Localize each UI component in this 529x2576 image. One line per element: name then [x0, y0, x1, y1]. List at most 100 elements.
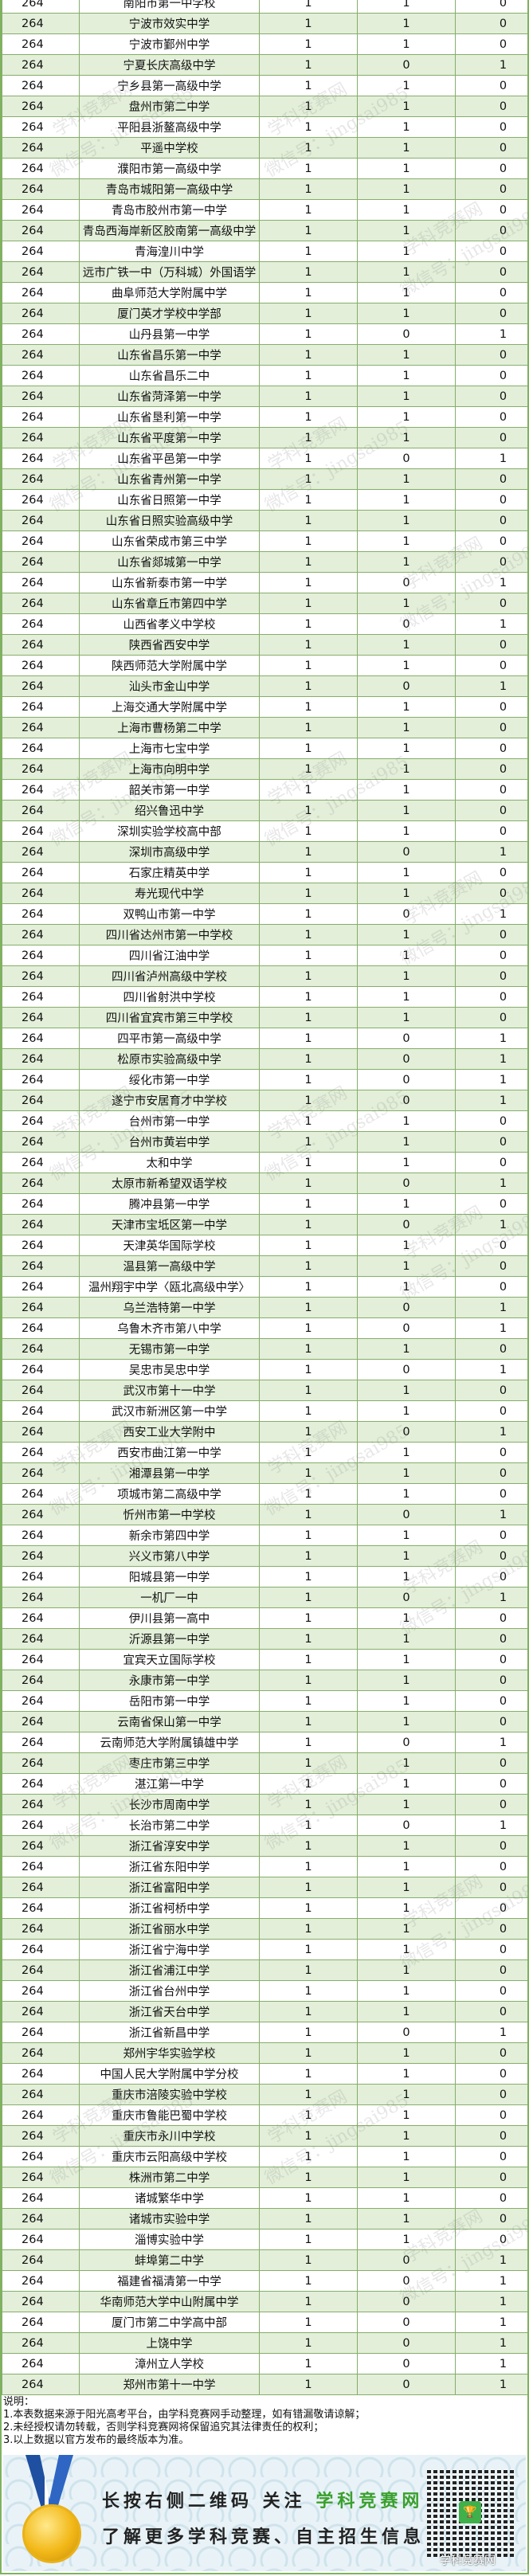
table-row: 264 四川省泸州高级中学校 1 1 0 [2, 965, 527, 987]
cell-c2: 1 [455, 572, 527, 593]
table-row: 264 上饶中学 1 0 1 [2, 2332, 527, 2354]
cell-name: 忻州市第一中学校 [79, 1504, 260, 1525]
cell-c2: 0 [455, 530, 527, 552]
cell-c2: 0 [455, 33, 527, 55]
cell-rank: 264 [2, 1959, 80, 1981]
cell-name: 山东省日照实验高级中学 [79, 510, 260, 531]
cell-c1: 1 [357, 883, 456, 904]
cell-rank: 264 [2, 2042, 80, 2064]
banner-prefix: 长按右侧二维码 关注 [102, 2492, 316, 2511]
table-row: 264 山东省菏泽第一中学 1 1 0 [2, 386, 527, 407]
cell-rank: 264 [2, 1587, 80, 1608]
cell-total: 1 [259, 282, 358, 303]
cell-name: 西安市曲江第一中学 [79, 1442, 260, 1463]
trophy-icon: 🏆 [459, 2501, 481, 2523]
table-row: 264 山东省章丘市第四中学 1 1 0 [2, 593, 527, 614]
table-row: 264 武汉市新洲区第一中学 1 1 0 [2, 1400, 527, 1422]
cell-rank: 264 [2, 303, 80, 324]
cell-c1: 1 [357, 1483, 456, 1505]
cell-total: 1 [259, 1897, 358, 1919]
cell-name: 武汉市第十一中学 [79, 1380, 260, 1401]
table-row: 264 山东省垦利第一中学 1 1 0 [2, 406, 527, 428]
cell-c1: 1 [357, 2084, 456, 2105]
cell-c1: 0 [357, 2249, 456, 2271]
cell-total: 1 [259, 448, 358, 469]
cell-rank: 264 [2, 1069, 80, 1090]
table-row: 264 四川省宜宾市第三中学校 1 1 0 [2, 1007, 527, 1028]
cell-rank: 264 [2, 1380, 80, 1401]
cell-name: 新余市第四中学 [79, 1525, 260, 1546]
cell-rank: 264 [2, 965, 80, 987]
table-row: 264 南阳市第一中学校 1 1 0 [2, 0, 527, 14]
cell-c1: 0 [357, 1317, 456, 1339]
cell-name: 绍兴鲁迅中学 [79, 800, 260, 821]
cell-c2: 0 [455, 261, 527, 283]
table-row: 264 山东省昌乐第一中学 1 1 0 [2, 344, 527, 366]
cell-c1: 1 [357, 634, 456, 656]
cell-c2: 0 [455, 116, 527, 138]
cell-c1: 0 [357, 1214, 456, 1235]
cell-c1: 1 [357, 1835, 456, 1857]
cell-c1: 1 [357, 1939, 456, 1960]
cell-c1: 1 [357, 717, 456, 738]
cell-c2: 0 [455, 489, 527, 511]
table-row: 264 厦门市第二中学高中部 1 0 1 [2, 2312, 527, 2333]
cell-c1: 1 [357, 365, 456, 386]
cell-rank: 264 [2, 510, 80, 531]
table-row: 264 松原市实验高级中学 1 0 1 [2, 1048, 527, 1070]
table-row: 264 乌鲁木齐市第八中学 1 0 1 [2, 1317, 527, 1339]
cell-c2: 0 [455, 1897, 527, 1919]
table-row: 264 山东省平度第一中学 1 1 0 [2, 427, 527, 448]
cell-c1: 1 [357, 696, 456, 718]
cell-c1: 1 [357, 282, 456, 303]
cell-total: 1 [259, 1131, 358, 1153]
cell-total: 1 [259, 1504, 358, 1525]
cell-rank: 264 [2, 2332, 80, 2354]
cell-name: 青岛市城阳第一高级中学 [79, 178, 260, 200]
cell-c1: 1 [357, 0, 456, 14]
cell-c2: 0 [455, 2187, 527, 2209]
table-row: 264 青海湟川中学 1 1 0 [2, 241, 527, 262]
cell-total: 1 [259, 841, 358, 863]
cell-name: 宁波市鄞州中学 [79, 33, 260, 55]
cell-name: 重庆市鲁能巴蜀中学校 [79, 2104, 260, 2126]
table-row: 264 乌兰浩特第一中学 1 0 1 [2, 1297, 527, 1318]
cell-c1: 0 [357, 323, 456, 345]
cell-c1: 0 [357, 2353, 456, 2374]
cell-name: 太原市新希望双语学校 [79, 1173, 260, 1194]
cell-rank: 264 [2, 178, 80, 200]
table-row: 264 山东省郯城第一中学 1 1 0 [2, 551, 527, 573]
cell-c2: 0 [455, 2167, 527, 2188]
cell-name: 云南省保山第一中学 [79, 1711, 260, 1732]
cell-name: 浙江省富阳中学 [79, 1877, 260, 1898]
cell-rank: 264 [2, 1980, 80, 2002]
cell-rank: 264 [2, 986, 80, 1008]
cell-c2: 0 [455, 1525, 527, 1546]
cell-name: 台州市第一中学 [79, 1110, 260, 1132]
cell-rank: 264 [2, 2208, 80, 2230]
cell-total: 1 [259, 758, 358, 780]
cell-c1: 0 [357, 903, 456, 925]
cell-c2: 0 [455, 1152, 527, 1173]
cell-c2: 1 [455, 1069, 527, 1090]
cell-c1: 1 [357, 1690, 456, 1712]
cell-name: 南阳市第一中学校 [79, 0, 260, 14]
cell-total: 1 [259, 2001, 358, 2022]
cell-c2: 0 [455, 593, 527, 614]
cell-name: 诸城市实验中学 [79, 2208, 260, 2230]
cell-rank: 264 [2, 1856, 80, 1877]
cell-rank: 264 [2, 1525, 80, 1546]
table-row: 264 西安市曲江第一中学 1 1 0 [2, 1442, 527, 1463]
cell-c1: 1 [357, 1152, 456, 1173]
cell-c2: 0 [455, 1918, 527, 1940]
cell-rank: 264 [2, 758, 80, 780]
cell-rank: 264 [2, 613, 80, 635]
cell-c1: 1 [357, 1276, 456, 1298]
cell-total: 1 [259, 1773, 358, 1795]
cell-rank: 264 [2, 1110, 80, 1132]
table-row: 264 腾冲县第一中学 1 1 0 [2, 1193, 527, 1215]
cell-total: 1 [259, 158, 358, 179]
cell-c2: 0 [455, 2229, 527, 2250]
cell-rank: 264 [2, 551, 80, 573]
cell-total: 1 [259, 572, 358, 593]
